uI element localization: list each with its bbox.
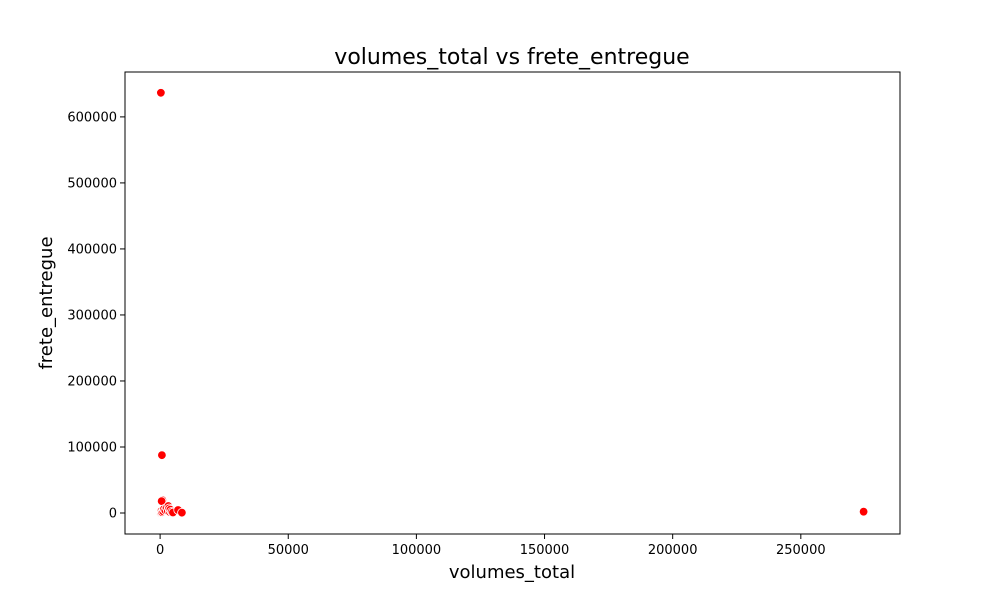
y-tick-label: 0 — [109, 507, 117, 522]
y-tick-label: 400000 — [67, 242, 117, 257]
point-group — [155, 88, 869, 518]
plot-area-frame — [124, 71, 901, 535]
x-tick-label: 100000 — [392, 543, 442, 558]
x-tick-label: 0 — [156, 543, 164, 558]
x-tick-label: 200000 — [648, 543, 698, 558]
data-point — [156, 88, 166, 98]
tick-group: 0 50000 100000 150000 200000 250000 0 100000 200… — [67, 110, 825, 558]
x-tick-label: 250000 — [776, 543, 826, 558]
y-tick-label: 500000 — [67, 176, 117, 191]
y-tick-label: 600000 — [67, 110, 117, 125]
y-axis-label: frete_entregue — [36, 236, 57, 369]
y-tick-label: 100000 — [67, 440, 117, 455]
y-tick-label: 300000 — [67, 308, 117, 323]
data-point — [157, 450, 167, 460]
x-tick-label: 50000 — [268, 543, 309, 558]
data-point — [858, 506, 869, 517]
y-tick-label: 200000 — [67, 374, 117, 389]
x-tick-label: 150000 — [520, 543, 570, 558]
data-point — [177, 507, 187, 518]
chart-title: volumes_total vs frete_entregue — [334, 45, 689, 70]
x-axis-label: volumes_total — [449, 562, 575, 583]
